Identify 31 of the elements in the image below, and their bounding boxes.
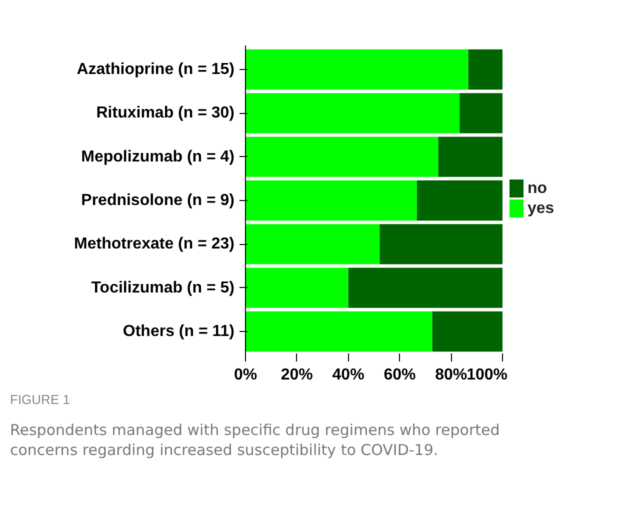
y-tick-label: Rituximab (n = 30) — [96, 104, 234, 122]
y-tick-label: Prednisolone (n = 9) — [81, 192, 234, 209]
bar — [246, 180, 417, 221]
caption: FIGURE 1 — [10, 391, 70, 409]
bar — [348, 268, 502, 308]
legend-label: no — [528, 180, 548, 197]
x-tick-label: 80% — [435, 366, 468, 384]
y-tick-label: Azathioprine (n = 15) — [76, 61, 234, 78]
bar — [416, 180, 502, 221]
y-tick-label: Tocilizumab (n = 5) — [91, 279, 235, 296]
legend-label: yes — [528, 200, 554, 217]
bar — [438, 136, 502, 177]
bar — [246, 224, 380, 264]
bar — [246, 136, 438, 177]
x-tick-label: 60% — [384, 366, 416, 384]
x-tick-label: 0% — [234, 366, 258, 384]
y-tick-label: Others (n = 11) — [122, 322, 234, 340]
x-tick-label: 40% — [332, 366, 364, 384]
bar — [460, 93, 502, 134]
bar — [246, 93, 460, 134]
y-tick-label: Mepolizumab (n = 4) — [81, 148, 234, 166]
text: Respondents managed with specific drug regimens who reported concerns regarding increased susceptibility to COVID-19. — [10, 420, 501, 460]
x-tick-label: 20% — [280, 366, 313, 384]
x-tick-label: 100% — [466, 366, 508, 384]
bar — [380, 224, 502, 264]
bar — [246, 49, 468, 90]
bar — [468, 49, 502, 90]
bar — [246, 311, 432, 352]
bar — [432, 311, 502, 352]
y-tick-label: Methotrexate (n = 23) — [74, 236, 234, 253]
bar — [246, 268, 348, 308]
